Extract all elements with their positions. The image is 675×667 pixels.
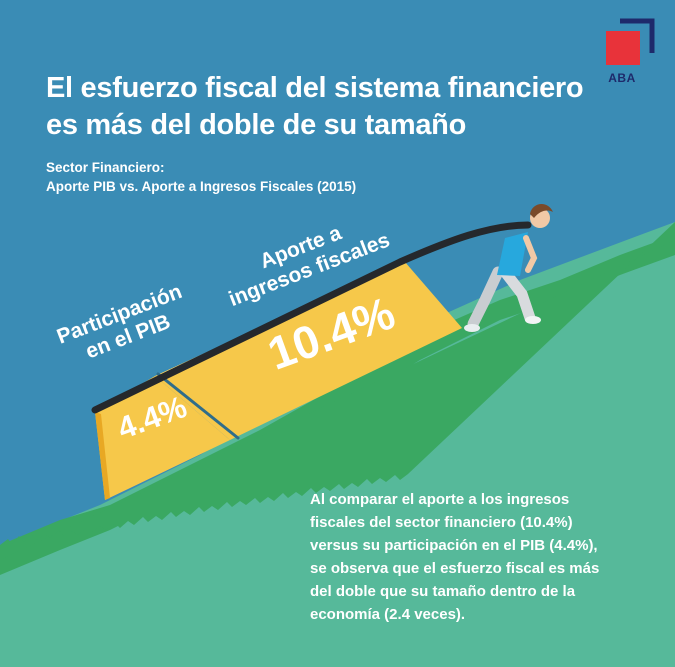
description-line-5: del doble que su tamaño dentro de la [310, 583, 576, 600]
subheading-line-1: Sector Financiero: [46, 160, 165, 175]
headline-line-1: El esfuerzo fiscal del sistema financier… [46, 72, 584, 104]
description-line-1: Al comparar el aporte a los ingresos [310, 491, 570, 508]
pib-block-shade [95, 412, 110, 500]
description-line-2: fiscales del sector financiero (10.4%) [310, 514, 573, 531]
description-line-3: versus su participación en el PIB (4.4%)… [310, 537, 598, 554]
subheading-line-2: Aporte PIB vs. Aporte a Ingresos Fiscale… [46, 179, 357, 194]
climbing-person [464, 203, 553, 332]
headline-line-2: es más del doble de su tamaño [46, 109, 466, 141]
description-line-4: se observa que el esfuerzo fiscal es más [310, 560, 600, 577]
description: Al comparar el aporte a los ingresos fis… [310, 488, 655, 626]
aba-logo: ABA [600, 18, 656, 88]
logo-text: ABA [608, 71, 636, 85]
aporte-block [155, 262, 462, 440]
headline: El esfuerzo fiscal del sistema financier… [46, 70, 584, 144]
subheading: Sector Financiero: Aporte PIB vs. Aporte… [46, 158, 356, 196]
rope [91, 221, 532, 414]
description-line-6: economía (2.4 veces). [310, 606, 466, 623]
logo-mark-icon [606, 18, 655, 65]
pib-block [95, 376, 230, 500]
block-divider [156, 372, 240, 440]
